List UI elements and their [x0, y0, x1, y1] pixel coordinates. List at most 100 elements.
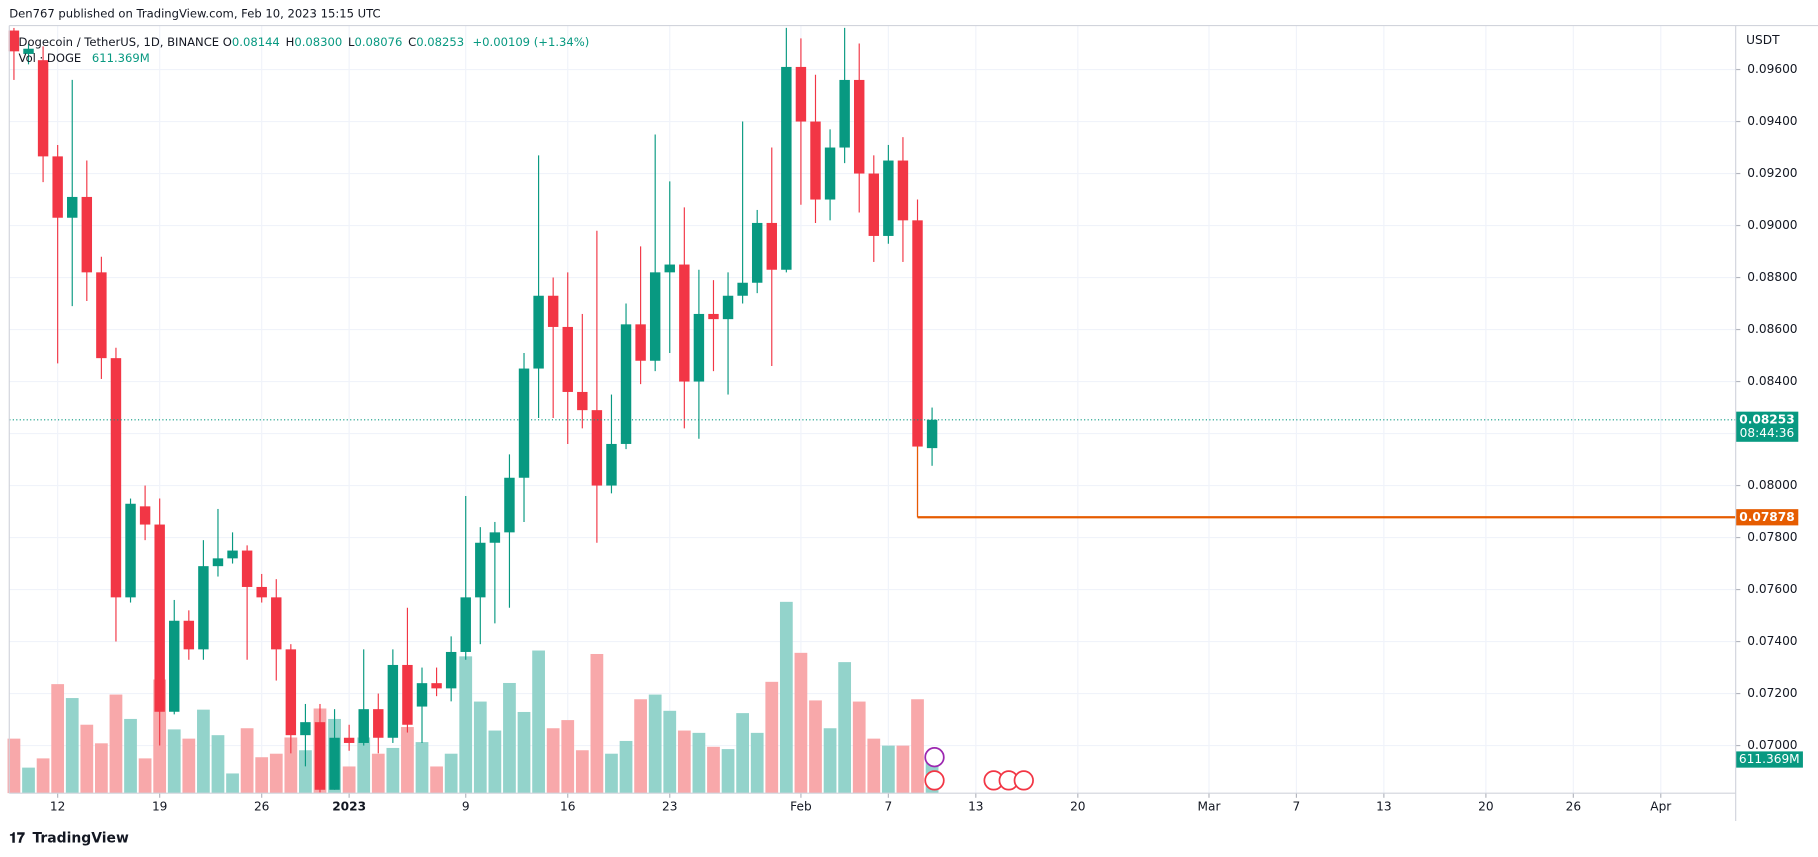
event-icons	[924, 747, 1034, 791]
candle-body	[722, 295, 734, 320]
y-tick-label: 0.08800	[1747, 270, 1797, 284]
volume-bar	[124, 718, 137, 794]
candle-body	[431, 683, 442, 689]
candle-body	[373, 709, 384, 738]
last-price-label: 0.08253	[1739, 412, 1794, 426]
x-tick-label: 26	[1566, 800, 1581, 814]
last-price-box	[1735, 411, 1799, 442]
volume-pane	[7, 601, 939, 794]
volume-bar	[473, 701, 487, 794]
volume-bar	[823, 728, 837, 794]
volume-bar	[517, 711, 531, 794]
candle-body	[853, 79, 865, 174]
volume-bar	[357, 737, 371, 794]
volume-bar	[575, 750, 589, 794]
candle-body	[300, 722, 311, 736]
candle-body	[402, 664, 413, 725]
candle-body	[810, 121, 821, 200]
candle-body	[591, 410, 603, 486]
x-tick-label: 23	[662, 800, 677, 814]
candle-body	[241, 550, 253, 587]
y-tick-label: 0.07600	[1747, 582, 1797, 596]
grid: 0.09600 0.09400 0.09200 0.09000 0.08800 0.086…	[9, 25, 1798, 814]
volume-bar	[561, 720, 575, 794]
volume-value: 611.369M	[92, 51, 150, 65]
y-tick-label: 0.09000	[1747, 218, 1797, 232]
volume-bar	[284, 737, 298, 794]
volume-bar	[7, 738, 21, 794]
y-tick-label: 0.08000	[1747, 478, 1797, 492]
axis-unit: USDT	[1746, 33, 1780, 47]
x-tick-label: Feb	[790, 800, 812, 814]
ohlc-value: 0.08144	[232, 34, 280, 48]
candle-body	[664, 264, 675, 273]
volume-bar	[590, 653, 604, 794]
footer-logo: TradingView	[32, 830, 128, 846]
candle-body	[781, 66, 792, 270]
volume-bar	[415, 742, 429, 794]
volume-bar	[109, 694, 123, 794]
candle-body	[169, 620, 180, 712]
x-tick-label: 9	[462, 800, 470, 814]
event-icon	[1013, 770, 1034, 791]
volume-bar	[677, 730, 691, 794]
volume-bar	[36, 758, 50, 794]
level-label: 0.07878	[1739, 510, 1794, 524]
volume-bar	[765, 681, 779, 794]
x-tick-label: 20	[1070, 800, 1085, 814]
volume-bar	[299, 750, 312, 794]
volume-bar	[707, 746, 720, 794]
volume-bar	[65, 698, 79, 794]
candle-body	[883, 160, 894, 236]
candle-body	[562, 326, 573, 392]
candle-body	[183, 620, 195, 650]
candle-body	[445, 651, 457, 689]
x-tick-label: 7	[1293, 800, 1301, 814]
y-tick-label: 0.08400	[1747, 374, 1797, 388]
volume-bar	[240, 728, 254, 794]
candle-body	[751, 222, 763, 283]
volume-name: Vol · DOGE	[19, 51, 82, 65]
candle-body	[387, 664, 399, 738]
published-note: Den767 published on TradingView.com, Feb…	[9, 7, 380, 21]
legend: Dogecoin / TetherUS, 1D, BINANCE O0.0814…	[19, 34, 590, 48]
level-box	[1735, 509, 1799, 526]
candle-body	[81, 196, 93, 273]
x-tick-label: 16	[560, 800, 575, 814]
volume-bar	[648, 694, 662, 794]
volume-box	[1735, 751, 1803, 768]
candle-body	[52, 156, 63, 218]
candle-body	[110, 358, 122, 598]
volume-bar	[269, 753, 283, 794]
volume-bar	[794, 652, 808, 794]
x-tick-label: 2023	[332, 800, 366, 814]
change: +0.00109 (+1.34%)	[472, 34, 589, 48]
volume-bar	[721, 749, 735, 794]
event-icon	[924, 770, 945, 791]
volume-bar	[546, 728, 560, 794]
candle-body	[577, 391, 588, 411]
candle-body	[926, 419, 938, 449]
countdown: 08:44:36	[1740, 426, 1795, 440]
candle-body	[460, 597, 471, 652]
volume-legend: Vol · DOGE 611.369M	[19, 51, 150, 65]
x-tick-label: 7	[884, 800, 892, 814]
ohlc-value: 0.08253	[416, 34, 464, 48]
volume-bar	[779, 601, 793, 794]
volume-bar	[167, 729, 181, 794]
candle-body	[8, 30, 20, 52]
volume-bar	[430, 766, 443, 794]
volume-bar	[663, 710, 677, 794]
y-tick-label: 0.09400	[1747, 114, 1797, 128]
candle-body	[912, 220, 923, 447]
y-tick-label: 0.07000	[1747, 738, 1797, 752]
volume-bar	[80, 724, 94, 794]
candle-body	[897, 160, 909, 221]
volume-bar	[459, 656, 473, 794]
candle-body	[23, 48, 34, 54]
candle-body	[96, 272, 107, 359]
